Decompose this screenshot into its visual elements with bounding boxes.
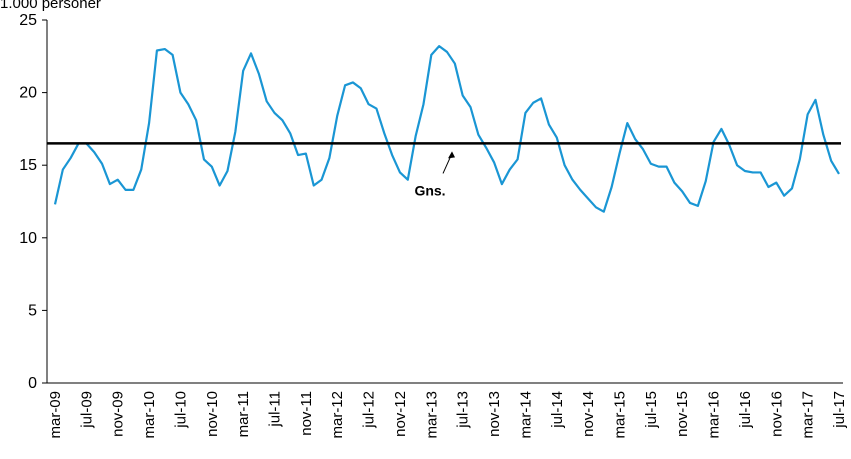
x-tick-label: mar-15 bbox=[611, 391, 628, 439]
y-tick-label: 10 bbox=[19, 230, 37, 247]
average-label: Gns. bbox=[414, 182, 445, 198]
x-tick-label: jul-10 bbox=[172, 391, 189, 429]
average-arrowhead bbox=[448, 151, 455, 159]
y-tick-label: 20 bbox=[19, 85, 37, 102]
y-tick-label: 0 bbox=[28, 375, 37, 392]
x-tick-label: jul-09 bbox=[78, 391, 95, 429]
x-tick-label: nov-16 bbox=[768, 391, 785, 437]
x-tick-label: mar-13 bbox=[423, 391, 440, 439]
y-axis-label: 1.000 personer bbox=[0, 0, 101, 12]
x-tick-label: jul-14 bbox=[549, 391, 566, 429]
x-tick-label: nov-13 bbox=[486, 391, 503, 437]
x-tick-label: jul-13 bbox=[455, 391, 472, 429]
x-tick-label: jul-17 bbox=[831, 391, 848, 429]
x-tick-label: jul-16 bbox=[737, 391, 754, 429]
y-tick-label: 5 bbox=[28, 302, 37, 319]
x-tick-label: nov-15 bbox=[674, 391, 691, 437]
x-tick-label: nov-11 bbox=[298, 391, 315, 436]
x-tick-label: mar-10 bbox=[141, 391, 158, 439]
x-tick-label: jul-11 bbox=[267, 391, 284, 428]
x-tick-label: jul-12 bbox=[361, 391, 378, 429]
y-tick-label: 15 bbox=[19, 157, 37, 174]
x-tick-label: nov-12 bbox=[392, 391, 409, 437]
x-tick-label: mar-16 bbox=[706, 391, 723, 439]
x-tick-label: nov-14 bbox=[580, 391, 597, 437]
x-tick-label: mar-12 bbox=[329, 391, 346, 439]
x-tick-label: mar-11 bbox=[235, 391, 252, 437]
x-tick-label: jul-15 bbox=[643, 391, 660, 429]
x-tick-label: nov-09 bbox=[110, 391, 127, 437]
y-tick-label: 25 bbox=[19, 12, 37, 29]
line-series bbox=[53, 45, 840, 213]
x-tick-label: mar-09 bbox=[47, 391, 64, 439]
x-tick-label: mar-14 bbox=[517, 391, 534, 439]
x-tick-label: nov-10 bbox=[204, 391, 221, 437]
x-tick-label: mar-17 bbox=[800, 391, 817, 439]
